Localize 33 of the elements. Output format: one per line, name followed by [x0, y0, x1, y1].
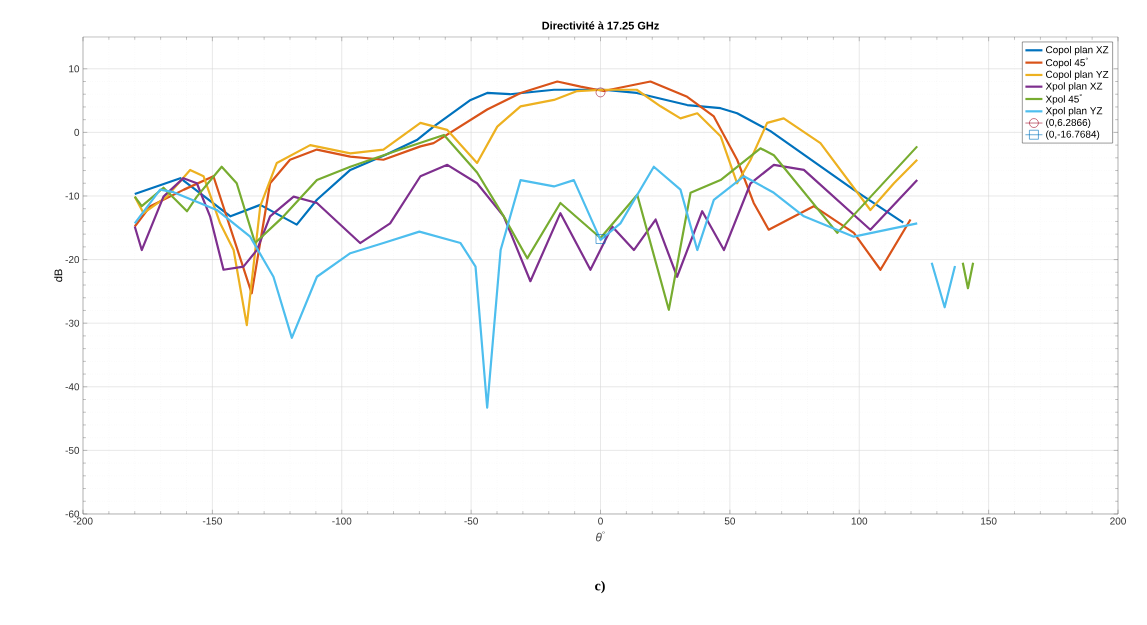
y-tick-label: -30	[65, 319, 80, 327]
legend-label: Xpol plan YZ	[1045, 106, 1103, 117]
x-tick-label: 200	[1110, 517, 1126, 525]
legend-label: (0,-16.7684)	[1046, 130, 1100, 140]
line-series	[133, 163, 919, 283]
line-series	[133, 88, 919, 327]
x-tick-label: 50	[724, 517, 736, 525]
y-tick-label: -20	[65, 256, 80, 264]
legend-label: Copol plan XZ	[1046, 45, 1109, 56]
line-series	[133, 88, 905, 226]
x-tick-label: -200	[73, 517, 93, 525]
x-axis-title: θ$^{°}$	[596, 531, 605, 542]
x-tick-label: 100	[851, 517, 868, 525]
x-tick-label: -150	[202, 517, 222, 525]
y-axis-title: dB	[54, 269, 63, 282]
legend-label: Copol plan YZ	[1046, 70, 1109, 80]
legend-label: (0,6.2866)	[1046, 118, 1091, 128]
y-tick-label: -40	[65, 383, 80, 391]
y-tick-label: -50	[65, 446, 80, 454]
text: c)	[595, 580, 605, 594]
legend-label: Xpol 45$^{°}$	[1045, 94, 1082, 105]
legend-label: Xpol plan XZ	[1045, 82, 1103, 92]
x-tick-label: -50	[464, 517, 478, 525]
x-tick-label: -100	[332, 517, 352, 525]
y-tick-label: -10	[65, 192, 80, 200]
x-tick-label: 150	[981, 517, 997, 525]
x-tick-label: 0	[598, 517, 603, 525]
y-tick-label: 10	[69, 65, 80, 73]
legend-label: Copol 45$^{°}$	[1046, 57, 1088, 69]
y-tick-label: -60	[65, 510, 80, 518]
y-tick-label: 0	[74, 128, 80, 136]
line-series	[133, 80, 912, 295]
chart-title: Directivité à 17.25 GHz	[542, 21, 659, 30]
